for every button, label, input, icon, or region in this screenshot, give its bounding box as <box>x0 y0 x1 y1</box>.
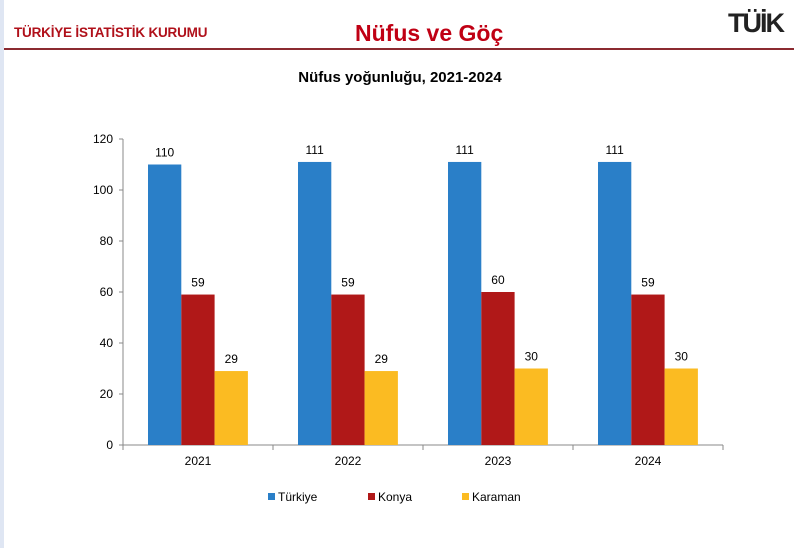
data-label: 30 <box>675 350 689 364</box>
bar-türkiye-2024 <box>598 161 632 445</box>
bar-türkiye-2022 <box>298 161 332 445</box>
legend-label-karaman: Karaman <box>472 490 521 504</box>
data-label: 111 <box>606 143 625 157</box>
legend-swatch-türkiye <box>268 493 275 500</box>
data-label: 111 <box>456 143 475 157</box>
bar-türkiye-2023 <box>448 161 482 445</box>
x-tick-label: 2021 <box>185 454 212 468</box>
y-tick-label: 20 <box>100 387 114 401</box>
data-label: 60 <box>491 273 505 287</box>
x-tick-label: 2022 <box>335 454 362 468</box>
slide-title: Nüfus ve Göç <box>355 20 504 46</box>
data-label: 30 <box>525 350 539 364</box>
y-tick-label: 120 <box>93 132 113 146</box>
header-divider <box>4 48 794 50</box>
organization-name: TÜRKİYE İSTATİSTİK KURUMU <box>14 25 208 40</box>
data-label: 59 <box>341 276 355 290</box>
y-tick-label: 100 <box>93 183 113 197</box>
bar-konya-2022 <box>331 294 365 445</box>
bar-karaman-2024 <box>664 368 698 445</box>
y-tick-label: 80 <box>100 234 114 248</box>
y-tick-label: 60 <box>100 285 114 299</box>
y-tick-label: 40 <box>100 336 114 350</box>
tuik-logo: TÜİK <box>728 8 785 38</box>
bar-karaman-2021 <box>214 371 248 445</box>
legend-swatch-karaman <box>462 493 469 500</box>
legend-label-türkiye: Türkiye <box>278 490 318 504</box>
bar-karaman-2023 <box>514 368 548 445</box>
data-label: 29 <box>375 352 389 366</box>
x-tick-label: 2024 <box>635 454 662 468</box>
data-label: 110 <box>155 146 174 160</box>
data-label: 111 <box>306 143 325 157</box>
bar-konya-2021 <box>181 294 215 445</box>
left-edge-strip <box>0 0 4 548</box>
bar-konya-2024 <box>631 294 665 445</box>
data-label: 29 <box>225 352 239 366</box>
legend-label-konya: Konya <box>378 490 412 504</box>
chart-title: Nüfus yoğunluğu, 2021-2024 <box>298 69 502 86</box>
bar-karaman-2022 <box>364 371 398 445</box>
legend-swatch-konya <box>368 493 375 500</box>
y-tick-label: 0 <box>106 438 113 452</box>
data-label: 59 <box>191 276 205 290</box>
x-tick-label: 2023 <box>485 454 512 468</box>
data-label: 59 <box>641 276 655 290</box>
bar-türkiye-2021 <box>148 164 182 445</box>
bar-konya-2023 <box>481 292 515 445</box>
